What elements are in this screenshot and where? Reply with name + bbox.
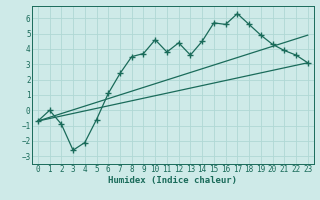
X-axis label: Humidex (Indice chaleur): Humidex (Indice chaleur) bbox=[108, 176, 237, 185]
